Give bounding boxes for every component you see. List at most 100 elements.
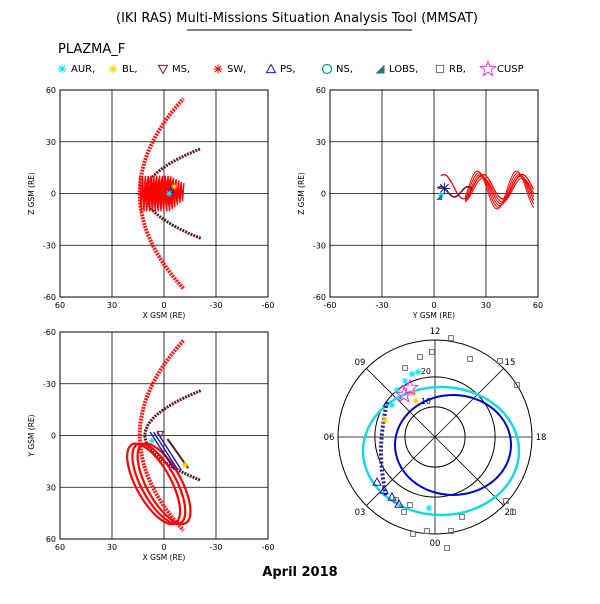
legend-label-5: NS, <box>336 64 353 75</box>
legend-label-2: MS, <box>172 64 190 75</box>
legend-marker-7 <box>435 64 445 74</box>
y-axis-label: Y GSM (RE) <box>27 414 36 457</box>
x-tick-label: -60 <box>261 301 274 310</box>
plasma-sheet-trace <box>156 431 182 471</box>
aurora-marker <box>388 401 396 409</box>
x-tick-label: 30 <box>107 301 117 310</box>
aurora-marker <box>425 504 433 512</box>
polar-spoke <box>434 368 504 438</box>
cusp-marker <box>401 378 419 396</box>
polar-spoke <box>434 436 504 506</box>
y-tick-label: 0 <box>51 190 56 199</box>
radiation-belt-marker <box>467 356 473 362</box>
aurora-marker <box>401 377 409 385</box>
legend-marker-3 <box>213 64 223 74</box>
bow-shock-curve <box>137 339 185 532</box>
radiation-belt-marker <box>444 545 450 551</box>
radiation-belt-marker <box>503 498 509 504</box>
plasma-sheet-marker <box>438 182 451 195</box>
x-tick-label: -30 <box>375 301 388 310</box>
panel-yz: -60 -30 0 30 60 60 30 0 -30 -60 Y GSM (RE) Z GSM (R… <box>297 86 543 320</box>
orbit-loop <box>131 442 187 526</box>
mlt-hour-label: 12 <box>430 327 441 337</box>
bow-shock-curve <box>137 97 185 290</box>
y-tick-label: 60 <box>46 535 56 544</box>
radiation-belt-marker <box>424 528 430 534</box>
radiation-belt-marker <box>410 531 416 537</box>
mission-name: PLAZMA_F <box>58 42 125 57</box>
aurora-marker <box>148 437 155 444</box>
x-axis-label: Y GSM (RE) <box>412 311 455 320</box>
y-tick-label: 30 <box>316 138 326 147</box>
radiation-belt-marker <box>448 528 454 534</box>
page-title: (IKI RAS) Multi-Missions Situation Analy… <box>116 11 478 26</box>
y-tick-label: -30 <box>313 241 326 250</box>
orbit-loop <box>126 442 182 526</box>
radiation-belt-marker <box>429 349 435 355</box>
aurora-marker <box>166 190 173 197</box>
aurora-marker <box>393 386 401 394</box>
x-tick-label: 60 <box>55 301 65 310</box>
radiation-belt-marker <box>497 358 503 364</box>
x-tick-label: -30 <box>209 301 222 310</box>
legend-marker-6 <box>375 64 385 74</box>
mlt-hour-label: 03 <box>355 508 366 518</box>
y-tick-label: 0 <box>51 432 56 441</box>
mlt-hour-label: 06 <box>324 433 335 443</box>
orbit-loop <box>136 442 192 526</box>
legend-marker-0 <box>57 64 67 74</box>
y-tick-label: -60 <box>313 293 326 302</box>
x-tick-label: 30 <box>481 301 491 310</box>
y-axis-label: Z GSM (RE) <box>297 172 306 215</box>
x-tick-label: -60 <box>323 301 336 310</box>
legend-marker-1 <box>108 64 118 74</box>
footer-date: April 2018 <box>262 565 337 580</box>
mlt-hour-label: 09 <box>355 358 366 368</box>
plasma-sheet-trace <box>149 431 175 471</box>
y-tick-label: -30 <box>43 380 56 389</box>
plasma-sheet-marker <box>379 484 389 494</box>
auroral-oval-inner <box>394 394 512 496</box>
boundary-layer-marker <box>381 416 389 424</box>
plasma-sheet-marker <box>372 476 382 486</box>
boundary-layer-marker <box>412 397 420 405</box>
mlt-hour-label: 15 <box>505 358 516 368</box>
boundary-layer-marker <box>171 183 178 190</box>
aurora-marker <box>414 368 422 376</box>
y-tick-label: 0 <box>321 190 326 199</box>
legend-label-7: RB, <box>449 64 466 75</box>
legend-label-3: SW, <box>227 64 246 75</box>
polar-spoke <box>366 368 436 438</box>
x-tick-label: 0 <box>431 301 436 310</box>
radiation-belt-marker <box>510 509 516 515</box>
magnetopause-curve <box>143 147 202 240</box>
footprint-trace <box>379 401 389 498</box>
x-tick-label: 30 <box>107 543 117 552</box>
radiation-belt-marker <box>448 335 454 341</box>
legend-label-8: CUSP <box>497 64 524 75</box>
boundary-layer-marker <box>181 461 188 468</box>
y-tick-label: -60 <box>43 328 56 337</box>
x-axis-label: X GSM (RE) <box>143 553 186 562</box>
radiation-belt-marker <box>402 365 408 371</box>
radiation-belt-marker <box>407 502 413 508</box>
magnetosheath-marker <box>156 430 165 438</box>
y-tick-label: 30 <box>46 483 56 492</box>
mlt-ring-label: 20 <box>421 367 431 376</box>
radiation-belt-marker <box>459 514 465 520</box>
mlt-hour-label: 18 <box>536 433 547 443</box>
y-tick-label: 60 <box>46 86 56 95</box>
cusp-marker <box>395 385 413 403</box>
panel-xy: 60 30 0 -30 -60 -60 -30 0 30 60 X GSM (RE) Y GSM (R… <box>27 328 275 562</box>
radiation-belt-marker <box>514 382 520 388</box>
legend-label-1: BL, <box>122 64 138 75</box>
legend-marker-2 <box>157 64 169 75</box>
mlt-hour-label: 21 <box>505 508 516 518</box>
legend-marker-4 <box>265 63 277 74</box>
legend-marker-5 <box>321 63 333 75</box>
y-tick-label: 60 <box>316 86 326 95</box>
legend-label-0: AUR, <box>71 64 95 75</box>
